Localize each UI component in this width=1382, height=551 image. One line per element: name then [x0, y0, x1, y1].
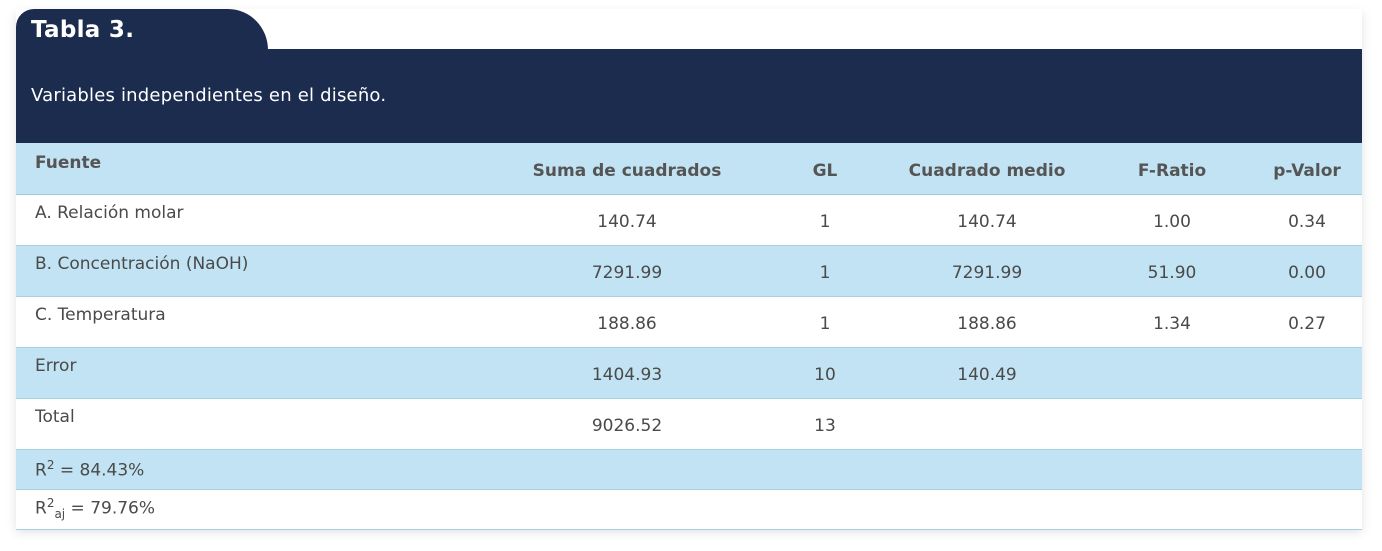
r-squared-adjusted-subscript: aj — [54, 507, 66, 522]
r-squared-adjusted-exponent: 2 — [46, 496, 55, 511]
cell-gl: 10 — [814, 364, 836, 385]
cell-gl: 1 — [819, 262, 831, 283]
r-squared-adjusted-symbol: R — [35, 499, 47, 520]
anova-table: Fuente Suma de cuadrados GL Cuadrado med… — [16, 143, 1362, 530]
cell-p-valor: 0.27 — [1288, 313, 1326, 334]
table-header-row: Fuente Suma de cuadrados GL Cuadrado med… — [16, 143, 1362, 195]
cell-f-ratio: 51.90 — [1147, 262, 1197, 283]
column-header-fuente: Fuente — [16, 143, 486, 195]
r-squared-value: = 84.43% — [54, 460, 145, 481]
table-row: Error 1404.93 10 140.49 — [16, 347, 1362, 398]
cell-cuadrado: 140.49 — [957, 364, 1017, 385]
cell-fuente: C. Temperatura — [35, 304, 166, 325]
cell-suma: 1404.93 — [591, 364, 663, 385]
cell-fuente: Total — [35, 406, 75, 427]
cell-suma: 140.74 — [597, 211, 657, 232]
column-header-gl: GL — [768, 143, 882, 195]
cell-cuadrado — [882, 398, 1092, 449]
cell-cuadrado: 140.74 — [957, 211, 1017, 232]
column-header-f-ratio: F-Ratio — [1092, 143, 1252, 195]
table-label: Tabla 3. — [31, 17, 135, 43]
cell-f-ratio: 1.34 — [1153, 313, 1191, 334]
cell-fuente: B. Concentración (NaOH) — [35, 253, 249, 274]
cell-gl: 1 — [819, 313, 831, 334]
r-squared-cell: R2 = 84.43% — [16, 449, 1362, 489]
table-row: C. Temperatura 188.86 1 188.86 1.34 0.27 — [16, 296, 1362, 347]
cell-cuadrado: 188.86 — [957, 313, 1017, 334]
r-squared-adjusted-cell: R2aj = 79.76% — [16, 489, 1362, 529]
cell-gl: 13 — [814, 415, 836, 436]
cell-cuadrado: 7291.99 — [951, 262, 1023, 283]
cell-p-valor — [1252, 347, 1362, 398]
table-row: B. Concentración (NaOH) 7291.99 1 7291.9… — [16, 245, 1362, 296]
column-header-cuadrado: Cuadrado medio — [882, 143, 1092, 195]
cell-p-valor: 0.34 — [1288, 211, 1326, 232]
r-squared-row: R2 = 84.43% — [16, 449, 1362, 489]
cell-f-ratio: 1.00 — [1153, 211, 1191, 232]
table-row: Total 9026.52 13 — [16, 398, 1362, 449]
table-label-tab — [16, 9, 226, 50]
table-card: Tabla 3. Variables independientes en el … — [16, 9, 1362, 530]
cell-fuente: Error — [35, 355, 77, 376]
cell-p-valor — [1252, 398, 1362, 449]
column-header-suma: Suma de cuadrados — [486, 143, 768, 195]
table-row: A. Relación molar 140.74 1 140.74 1.00 0… — [16, 194, 1362, 245]
caption-header: Variables independientes en el diseño. — [16, 49, 1362, 143]
cell-suma: 7291.99 — [591, 262, 663, 283]
cell-fuente: A. Relación molar — [35, 202, 184, 223]
r-squared-exponent: 2 — [46, 457, 55, 472]
r-squared-adjusted-value: = 79.76% — [65, 499, 156, 520]
column-header-p-valor: p-Valor — [1252, 143, 1362, 195]
r-squared-adjusted-row: R2aj = 79.76% — [16, 489, 1362, 529]
cell-suma: 188.86 — [597, 313, 657, 334]
cell-gl: 1 — [819, 211, 831, 232]
r-squared-symbol: R — [35, 460, 47, 481]
table-caption: Variables independientes en el diseño. — [31, 85, 387, 106]
cell-f-ratio — [1092, 347, 1252, 398]
cell-suma: 9026.52 — [591, 415, 663, 436]
cell-f-ratio — [1092, 398, 1252, 449]
cell-p-valor: 0.00 — [1288, 262, 1326, 283]
